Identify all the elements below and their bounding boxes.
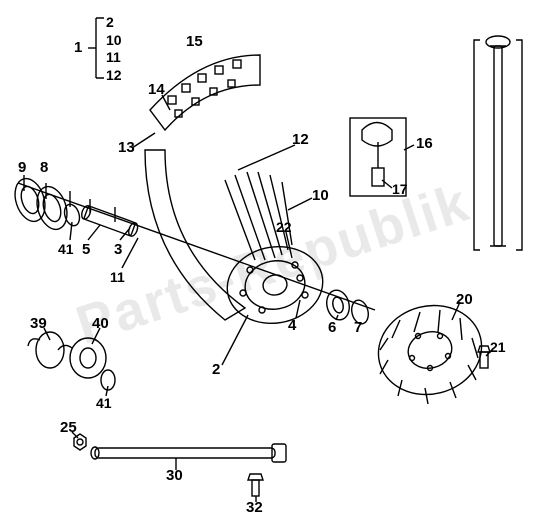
callout-7: 7 xyxy=(354,320,362,335)
callout-13: 13 xyxy=(118,140,135,155)
bracket-item: 10 xyxy=(106,32,122,50)
callout-40: 40 xyxy=(92,316,109,331)
callout-2: 2 xyxy=(212,362,220,377)
part-bolt-21 xyxy=(478,346,490,368)
part-rim-12 xyxy=(145,150,245,320)
part-brake-disc-20 xyxy=(369,295,491,406)
bracket-item: 12 xyxy=(106,67,122,85)
bracket-item: 2 xyxy=(106,14,122,32)
part-spacer-5 xyxy=(80,204,139,237)
part-axle-30 xyxy=(91,444,286,462)
part-hub-2 xyxy=(221,239,329,331)
callout-16: 16 xyxy=(416,136,433,151)
bracket-items: 2 10 11 12 xyxy=(106,14,122,84)
callout-11: 11 xyxy=(110,270,125,284)
callout-41a: 41 xyxy=(58,242,74,256)
part-tool-right xyxy=(486,36,510,246)
part-bolt-32 xyxy=(248,474,263,496)
parts-line-art xyxy=(0,0,546,528)
callout-15: 15 xyxy=(186,34,203,49)
callout-9: 9 xyxy=(18,160,26,175)
callout-22: 22 xyxy=(276,220,292,234)
part-tire-15 xyxy=(150,55,260,130)
callout-5: 5 xyxy=(82,242,90,257)
group-bracket xyxy=(88,18,104,78)
callout-6: 6 xyxy=(328,320,336,335)
part-drive-40 xyxy=(58,338,106,378)
callout-25: 25 xyxy=(60,420,77,435)
callout-41b: 41 xyxy=(96,396,112,410)
callout-3: 3 xyxy=(114,242,122,257)
callout-14: 14 xyxy=(148,82,165,97)
bracket-item: 11 xyxy=(106,49,122,67)
callout-12: 12 xyxy=(292,132,309,147)
callout-8: 8 xyxy=(40,160,48,175)
callout-4: 4 xyxy=(288,318,296,333)
diagram-container: Parts-Republik xyxy=(0,0,546,528)
callout-10: 10 xyxy=(312,188,329,203)
callout-17: 17 xyxy=(392,182,408,196)
callout-39: 39 xyxy=(30,316,47,331)
callout-30: 30 xyxy=(166,468,183,483)
callout-20: 20 xyxy=(456,292,473,307)
bracket-leader: 1 xyxy=(74,40,82,55)
callout-32: 32 xyxy=(246,500,263,515)
callout-21: 21 xyxy=(490,340,506,354)
